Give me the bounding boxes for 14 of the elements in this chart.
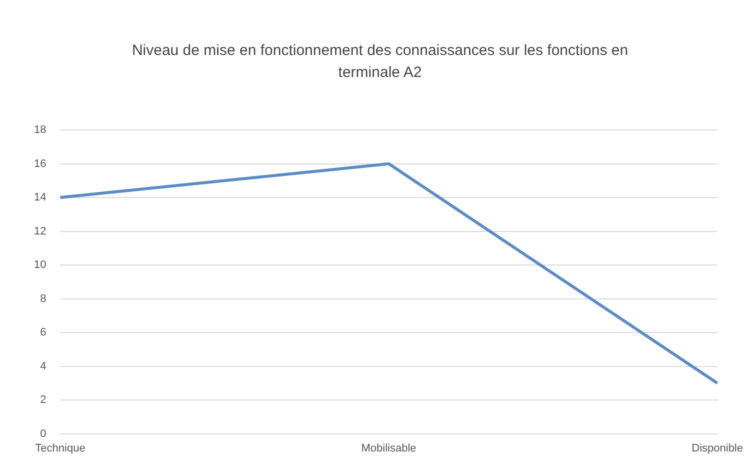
y-tick-label: 16	[34, 158, 46, 170]
chart-title: Niveau de mise en fonctionnement des connaissances sur les fonctions en terminale A2	[130, 41, 630, 83]
y-tick-label: 14	[34, 192, 46, 204]
y-tick-label: 8	[40, 292, 46, 305]
y-tick-label: 4	[40, 360, 46, 372]
y-tick-label: 2	[40, 394, 46, 406]
y-tick-label: 6	[40, 326, 46, 339]
x-tick-label: Technique	[35, 442, 86, 454]
x-tick-label: Disponible	[692, 442, 744, 454]
y-tick-label: 10	[34, 259, 46, 272]
y-tick-label: 18	[34, 124, 46, 136]
x-tick-label: Mobilisable	[361, 442, 416, 454]
y-tick-label: 12	[34, 225, 46, 238]
y-tick-label: 0	[40, 428, 46, 440]
